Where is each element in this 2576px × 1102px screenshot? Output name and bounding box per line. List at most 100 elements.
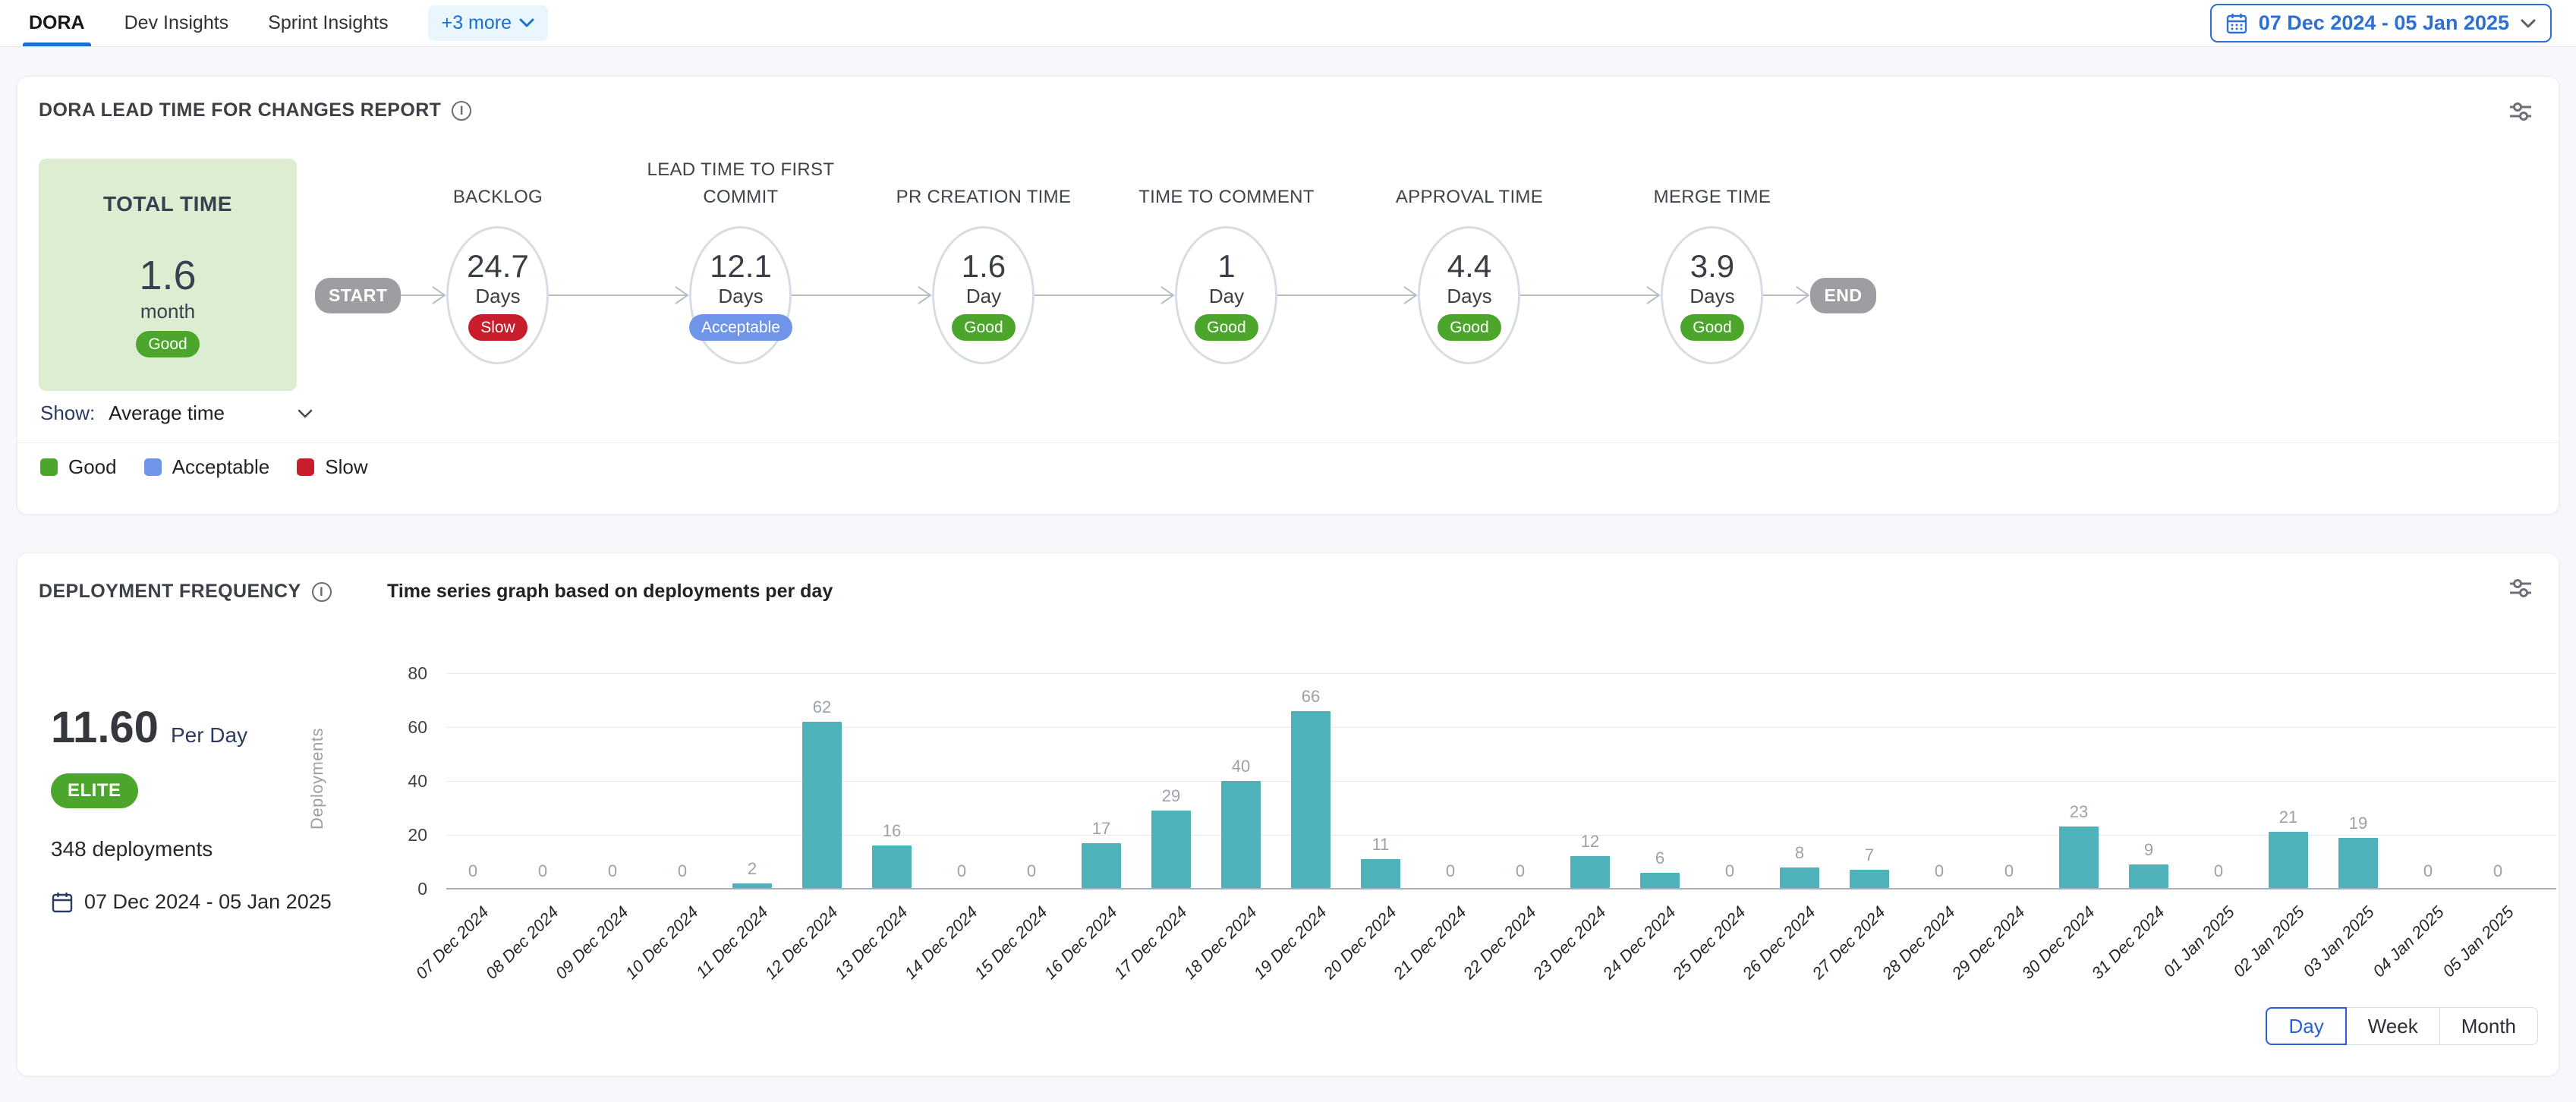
stage-unit: Days xyxy=(1447,284,1492,307)
tab-dev-insights[interactable]: Dev Insights xyxy=(124,12,229,33)
chart-title: Time series graph based on deployments p… xyxy=(387,581,833,602)
pipeline-stage-merge-time[interactable]: MERGE TIME 3.9 Days Good xyxy=(1654,187,1771,364)
info-icon[interactable]: i xyxy=(452,100,472,121)
bar-value-label: 0 xyxy=(677,861,688,880)
tab-sprint-insights[interactable]: Sprint Insights xyxy=(268,12,389,33)
total-time-label: TOTAL TIME xyxy=(103,192,232,216)
chevron-down-icon xyxy=(2520,18,2537,29)
deployment-bar-27-dec-2024[interactable] xyxy=(1850,870,1889,888)
deployment-bar-23-dec-2024[interactable] xyxy=(1570,856,1610,888)
y-tick-label: 40 xyxy=(408,771,427,791)
pipeline-stage-approval-time[interactable]: APPROVAL TIME 4.4 Days Good xyxy=(1396,187,1543,364)
tab-dora[interactable]: DORA xyxy=(23,0,91,46)
elite-tier-badge: ELITE xyxy=(51,773,138,808)
legend-label: Acceptable xyxy=(172,455,270,478)
gridline-20 xyxy=(446,835,2556,836)
deployment-bar-17-dec-2024[interactable] xyxy=(1151,811,1191,888)
deployment-bar-13-dec-2024[interactable] xyxy=(872,845,912,888)
stage-status-badge: Slow xyxy=(468,313,527,342)
x-axis-label: 15 Dec 2024 xyxy=(970,902,1051,983)
calendar-icon xyxy=(2225,12,2248,35)
bar-value-label: 0 xyxy=(2004,861,2014,880)
x-axis-label: 27 Dec 2024 xyxy=(1808,902,1889,983)
bar-value-label: 0 xyxy=(2213,861,2224,880)
legend-item-acceptable: Acceptable xyxy=(143,455,270,479)
deployment-bar-24-dec-2024[interactable] xyxy=(1640,872,1680,888)
deployment-bar-12-dec-2024[interactable] xyxy=(802,721,842,888)
info-icon[interactable]: i xyxy=(311,581,332,602)
gridline-40 xyxy=(446,781,2556,782)
chart-settings-button[interactable] xyxy=(2505,96,2536,127)
more-tabs-label: +3 more xyxy=(441,12,512,33)
deployment-bar-31-dec-2024[interactable] xyxy=(2129,864,2168,888)
total-time-value: 1.6 xyxy=(139,253,197,298)
deployment-bar-26-dec-2024[interactable] xyxy=(1780,867,1819,888)
stage-unit: Days xyxy=(1690,284,1735,307)
pipeline-stage-lead-time-to-first-commit[interactable]: LEAD TIME TO FIRST COMMIT 12.1 Days Accepta… xyxy=(647,159,834,364)
flow-arrow-icon xyxy=(1520,284,1661,307)
x-axis-label: 21 Dec 2024 xyxy=(1389,902,1470,983)
date-range-picker[interactable]: 07 Dec 2024 - 05 Jan 2025 xyxy=(2209,4,2552,43)
x-axis-label: 02 Jan 2025 xyxy=(2229,902,2308,981)
flow-arrow-icon xyxy=(1034,284,1176,307)
y-tick-label: 20 xyxy=(408,825,427,845)
granularity-month-button[interactable]: Month xyxy=(2439,1007,2538,1045)
deployment-bar-19-dec-2024[interactable] xyxy=(1291,710,1331,888)
chevron-down-icon xyxy=(519,18,534,28)
deployment-bar-20-dec-2024[interactable] xyxy=(1361,858,1400,888)
legend-swatch xyxy=(143,458,162,476)
stage-name: LEAD TIME TO FIRST COMMIT xyxy=(647,159,835,207)
bar-value-label: 40 xyxy=(1231,757,1251,776)
bar-value-label: 19 xyxy=(2348,813,2368,833)
bar-value-label: 21 xyxy=(2278,808,2298,827)
show-metric-dropdown[interactable]: Average time xyxy=(109,401,313,425)
bar-value-label: 6 xyxy=(1655,848,1665,867)
flow-arrow-icon xyxy=(401,284,447,307)
bar-value-label: 12 xyxy=(1580,832,1600,852)
sliders-icon xyxy=(2507,575,2534,602)
bar-value-label: 0 xyxy=(2493,861,2503,880)
deployment-bar-11-dec-2024[interactable] xyxy=(732,883,772,888)
x-axis-label: 20 Dec 2024 xyxy=(1319,902,1400,983)
x-axis-label: 05 Jan 2025 xyxy=(2439,902,2518,981)
bar-value-label: 62 xyxy=(812,697,832,716)
pipeline-stage-pr-creation-time[interactable]: PR CREATION TIME 1.6 Day Good xyxy=(896,187,1071,364)
bar-value-label: 16 xyxy=(882,821,902,841)
deployment-bar-03-jan-2025[interactable] xyxy=(2338,837,2378,888)
x-axis-label: 09 Dec 2024 xyxy=(551,902,632,983)
granularity-day-button[interactable]: Day xyxy=(2266,1007,2347,1045)
x-axis-label: 28 Dec 2024 xyxy=(1878,902,1959,983)
flow-arrow-icon xyxy=(549,284,690,307)
dora-lead-time-title: DORA LEAD TIME FOR CHANGES REPORT xyxy=(39,99,442,121)
legend-item-slow: Slow xyxy=(297,455,368,479)
flow-start-pill: START xyxy=(315,277,402,313)
x-axis-label: 10 Dec 2024 xyxy=(621,902,702,983)
deployment-bar-16-dec-2024[interactable] xyxy=(1082,842,1121,888)
bar-value-label: 0 xyxy=(1026,861,1037,880)
x-axis-label: 16 Dec 2024 xyxy=(1040,902,1121,983)
stage-status-badge: Good xyxy=(1195,313,1258,342)
deployment-bar-30-dec-2024[interactable] xyxy=(2059,826,2099,888)
bar-value-label: 0 xyxy=(956,861,967,880)
stage-status-badge: Good xyxy=(1680,313,1744,342)
stage-circle: 1 Day Good xyxy=(1175,226,1278,364)
show-metric-row: Show: Average time xyxy=(40,401,313,425)
x-axis-label: 07 Dec 2024 xyxy=(411,902,493,983)
pipeline-stage-time-to-comment[interactable]: TIME TO COMMENT 1 Day Good xyxy=(1138,187,1314,364)
deployment-bar-02-jan-2025[interactable] xyxy=(2269,832,2308,888)
rate-value: 11.60 xyxy=(51,703,159,752)
bar-value-label: 11 xyxy=(1371,834,1390,854)
deployments-bar-chart: Deployments 0 20 40 60 80 0 07 Dec 2024 0 08 Dec… xyxy=(307,663,2556,983)
chart-settings-button[interactable] xyxy=(2505,573,2536,603)
lead-time-pipeline: START BACKLOG 24.7 Days Slow LEAD TIME TO FIR… xyxy=(315,77,1876,514)
granularity-week-button[interactable]: Week xyxy=(2345,1007,2440,1045)
x-axis-label: 04 Jan 2025 xyxy=(2369,902,2448,981)
deployment-date-range: 07 Dec 2024 - 05 Jan 2025 xyxy=(51,890,332,914)
more-tabs-button[interactable]: +3 more xyxy=(427,5,549,41)
deployment-bar-18-dec-2024[interactable] xyxy=(1221,781,1261,888)
pipeline-stage-backlog[interactable]: BACKLOG 24.7 Days Slow xyxy=(446,187,550,364)
gridline-0 xyxy=(446,888,2556,889)
granularity-toggle: Day Week Month xyxy=(2266,1007,2538,1045)
stage-value: 1 xyxy=(1217,247,1236,284)
bar-value-label: 0 xyxy=(2423,861,2433,880)
